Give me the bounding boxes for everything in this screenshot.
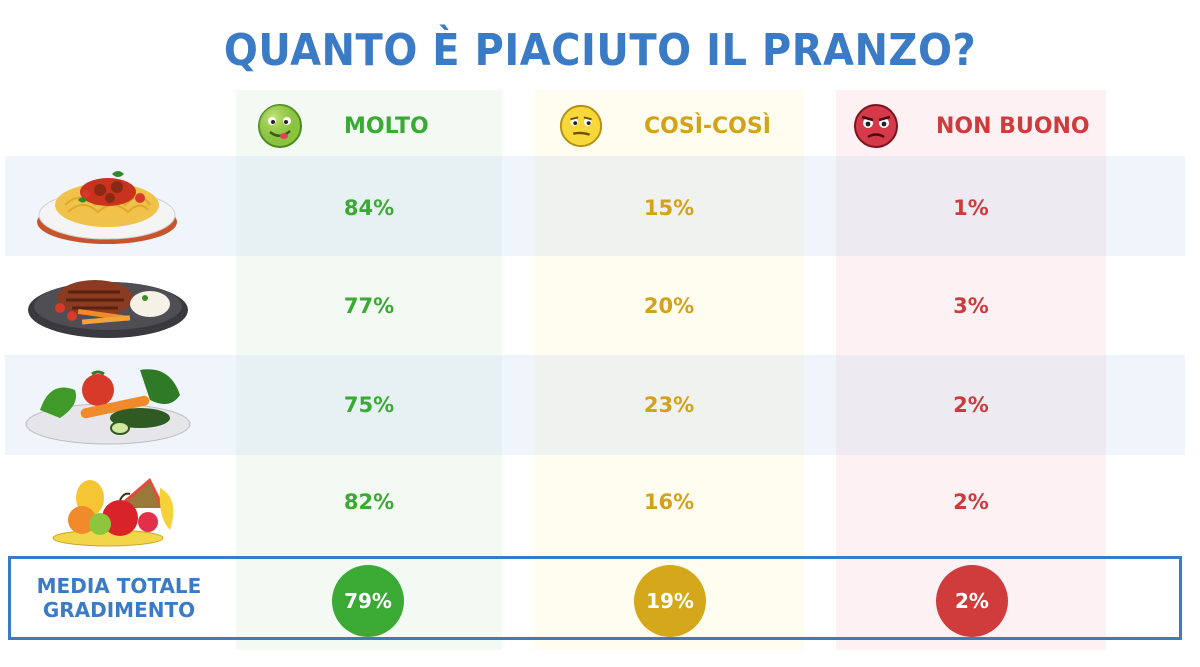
cell-row2-cosi: 20% [643,294,695,318]
cell-row4-cosi: 16% [643,490,695,514]
steak-plate-icon [28,280,188,338]
average-cosi-badge: 19% [634,565,706,637]
column-label-cosi: COSÌ-COSÌ [644,113,771,139]
cell-row4-molto: 82% [343,490,395,514]
meh-face-icon [559,104,603,148]
vegetables-plate-icon [25,369,191,445]
column-header-cosi: COSÌ-COSÌ [558,98,771,154]
cell-row3-non-buono: 2% [953,393,989,417]
fruit-basket-icon [52,478,174,547]
average-non-buono-badge: 2% [936,565,1008,637]
column-header-non-buono: NON BUONO [852,98,1090,154]
average-molto-badge: 79% [332,565,404,637]
average-label-line1: MEDIA TOTALE [36,574,202,598]
cell-row1-molto: 84% [343,196,395,220]
cell-row3-molto: 75% [343,393,395,417]
column-label-non-buono: NON BUONO [936,113,1090,139]
average-label-line2: GRADIMENTO [42,598,196,622]
page-title: QUANTO È PIACIUTO IL PRANZO? [223,26,977,76]
cell-row1-non-buono: 1% [953,196,989,220]
row-band-1 [5,156,1185,256]
average-row-box [8,556,1182,640]
cell-row4-non-buono: 2% [953,490,989,514]
column-label-molto: MOLTO [344,113,429,139]
disgusted-face-icon [854,104,898,148]
row-band-3 [5,355,1185,455]
happy-face-icon [258,104,302,148]
cell-row1-cosi: 15% [643,196,695,220]
cell-row3-cosi: 23% [643,393,695,417]
cell-row2-molto: 77% [343,294,395,318]
average-label: MEDIA TOTALE GRADIMENTO [14,574,224,622]
cell-row2-non-buono: 3% [953,294,989,318]
spaghetti-dish-icon [37,171,177,244]
column-header-molto: MOLTO [256,98,429,154]
